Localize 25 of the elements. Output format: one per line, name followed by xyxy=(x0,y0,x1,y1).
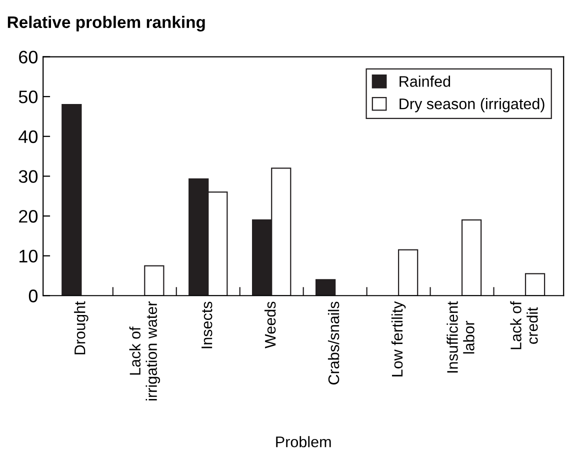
y-tick-label: 30 xyxy=(18,170,38,183)
y-tick-label: 0 xyxy=(28,290,38,302)
y-tick-label: 20 xyxy=(19,210,38,223)
x-tick-label: Lack of credit xyxy=(510,301,538,350)
x-tick-label: Low fertility xyxy=(391,301,406,376)
bar xyxy=(461,219,482,296)
y-tick-label: 60 xyxy=(19,50,38,64)
x-tick-label: Drought xyxy=(74,301,88,354)
y-tick-label: 50 xyxy=(18,90,38,104)
y-tick-label: 40 xyxy=(18,130,38,144)
bar xyxy=(315,279,336,296)
chart-title: Relative problem ranking xyxy=(8,16,205,32)
x-axis-title: Problem xyxy=(276,436,331,448)
legend-label: Dry season (irrigated) xyxy=(400,98,544,112)
bar xyxy=(144,265,164,296)
bar xyxy=(398,249,418,296)
x-tick-label: Insufficient labor xyxy=(446,301,474,373)
x-tick-label: Weeds xyxy=(264,302,276,348)
x-tick-label: Lack of irrigation water xyxy=(129,301,160,400)
y-tick-label: 10 xyxy=(20,250,38,263)
x-tick-label: Insects xyxy=(202,302,212,348)
bar xyxy=(524,273,546,296)
bar xyxy=(62,104,82,296)
x-tick-label: Crabs/snails xyxy=(328,302,340,384)
legend-label: Rainfed xyxy=(400,76,450,87)
